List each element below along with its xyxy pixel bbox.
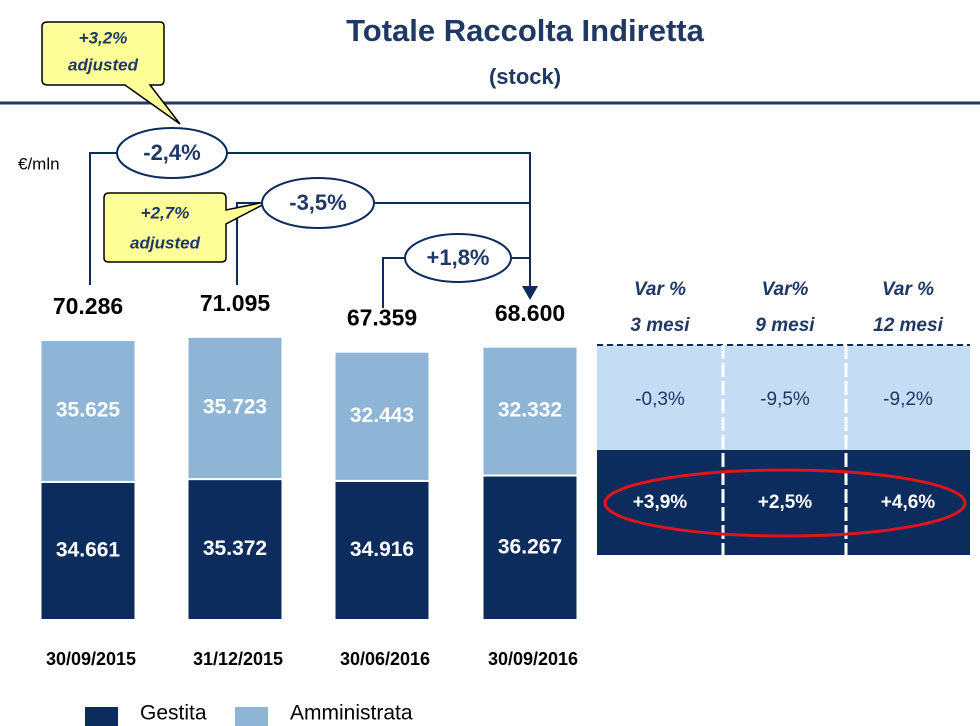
table-cell: -0,3% bbox=[635, 389, 685, 410]
bar-segment bbox=[481, 474, 579, 622]
table-row-bg bbox=[597, 345, 970, 450]
highlight-ellipse bbox=[603, 468, 967, 538]
x-tick-label: 30/09/2016 bbox=[488, 649, 578, 669]
value-label: 34.661 bbox=[56, 539, 121, 562]
table-header: Var % bbox=[634, 279, 686, 300]
change-label: +1,8% bbox=[427, 245, 490, 270]
value-label: 35.723 bbox=[203, 395, 267, 418]
callout-text: +3,2% bbox=[79, 28, 128, 47]
table-cell: +2,5% bbox=[758, 492, 813, 513]
chart-subtitle: (stock) bbox=[489, 64, 561, 89]
value-label: 35.372 bbox=[203, 537, 267, 560]
table-row-bg bbox=[597, 450, 970, 555]
table-header: Var % bbox=[882, 279, 934, 300]
table-cell: +4,6% bbox=[881, 492, 936, 513]
value-label: 32.332 bbox=[498, 399, 562, 422]
legend-label: Amministrata bbox=[290, 702, 413, 725]
bar-segment bbox=[481, 345, 579, 477]
bar-segment bbox=[39, 480, 137, 622]
unit-label: €/mln bbox=[18, 154, 60, 173]
change-oval bbox=[261, 177, 375, 229]
total-label: 68.600 bbox=[495, 300, 565, 326]
bar-segment bbox=[333, 350, 431, 482]
callout-box bbox=[41, 21, 181, 125]
change-label: -2,4% bbox=[143, 140, 200, 165]
table-cell: +3,9% bbox=[633, 492, 688, 513]
total-label: 67.359 bbox=[347, 305, 417, 331]
callout-box bbox=[103, 192, 271, 263]
bar-segment bbox=[39, 339, 137, 483]
callout-text: adjusted bbox=[130, 233, 201, 252]
x-tick-label: 30/09/2015 bbox=[46, 649, 136, 669]
arrowhead bbox=[522, 286, 538, 300]
bar-segment bbox=[186, 335, 284, 481]
table-cell: -9,5% bbox=[760, 389, 810, 410]
table-header-bg bbox=[597, 270, 970, 345]
variation-table bbox=[597, 270, 970, 555]
x-tick-label: 31/12/2015 bbox=[193, 649, 283, 669]
chart-title: Totale Raccolta Indiretta bbox=[346, 13, 704, 48]
x-tick-label: 30/06/2016 bbox=[340, 649, 430, 669]
total-label: 71.095 bbox=[200, 290, 271, 316]
table-header: 12 mesi bbox=[873, 315, 943, 336]
value-label: 32.443 bbox=[350, 404, 414, 427]
legend-swatch bbox=[85, 707, 118, 726]
value-label: 36.267 bbox=[498, 535, 562, 558]
table-cell: -9,2% bbox=[883, 389, 933, 410]
change-oval bbox=[404, 233, 512, 283]
change-oval bbox=[116, 127, 228, 179]
table-header: 9 mesi bbox=[755, 315, 815, 336]
table-header: Var% bbox=[762, 279, 809, 300]
total-label: 70.286 bbox=[53, 293, 123, 319]
value-label: 34.916 bbox=[350, 538, 414, 561]
brackets bbox=[89, 152, 531, 308]
bar-segment bbox=[333, 479, 431, 621]
change-label: -3,5% bbox=[289, 190, 346, 215]
legend-label: Gestita bbox=[140, 702, 207, 725]
table-header: 3 mesi bbox=[630, 315, 690, 336]
callout-text: +2,7% bbox=[141, 203, 190, 222]
callout-text: adjusted bbox=[68, 55, 139, 74]
legend-swatch bbox=[235, 707, 268, 726]
value-label: 35.625 bbox=[56, 399, 121, 422]
